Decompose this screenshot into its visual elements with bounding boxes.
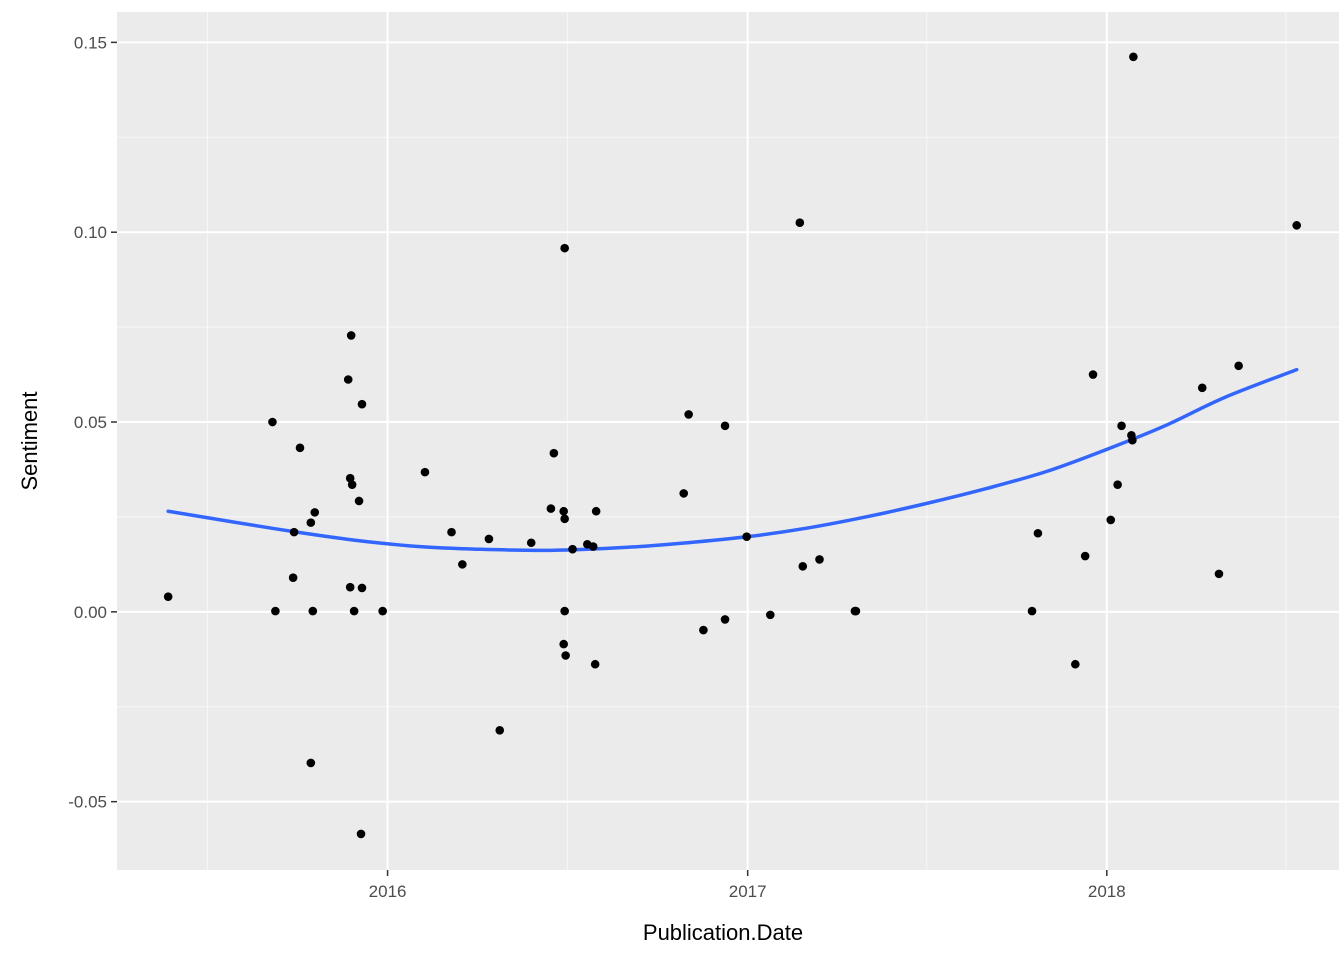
data-point — [1071, 659, 1080, 669]
data-point — [1117, 421, 1126, 431]
data-point — [549, 448, 559, 458]
data-point — [590, 659, 600, 669]
data-point — [288, 573, 298, 582]
data-point — [378, 606, 387, 616]
data-point — [1128, 435, 1137, 445]
data-point — [306, 518, 316, 527]
y-axis: -0.05 0.00 0.05 0.10 0.15 — [68, 33, 117, 812]
points-layer — [163, 52, 1301, 839]
data-point — [720, 421, 730, 431]
data-point — [484, 534, 494, 544]
data-point — [798, 561, 808, 571]
data-point — [559, 506, 568, 516]
data-point — [306, 758, 316, 768]
data-point — [720, 615, 730, 624]
data-point — [349, 606, 359, 616]
data-point — [1080, 551, 1090, 561]
data-point — [1027, 606, 1037, 616]
data-point — [310, 508, 320, 517]
x-axis-title: Publication.Date — [643, 920, 803, 945]
data-point — [343, 375, 353, 384]
data-point — [546, 504, 556, 513]
data-point — [1129, 52, 1138, 62]
y-tick-label: 0.05 — [74, 413, 107, 432]
data-point — [1088, 370, 1098, 379]
x-tick-label: 2018 — [1088, 882, 1126, 901]
data-point — [357, 583, 367, 593]
data-point — [560, 606, 569, 616]
data-point — [766, 610, 775, 620]
data-point — [356, 829, 366, 839]
y-tick-label: 0.00 — [74, 603, 107, 622]
data-point — [559, 639, 568, 649]
y-tick-label: 0.10 — [74, 223, 107, 242]
x-tick-label: 2016 — [369, 882, 407, 901]
x-tick-label: 2017 — [729, 882, 767, 901]
data-point — [163, 592, 173, 601]
data-point — [699, 625, 708, 635]
data-point — [345, 473, 355, 483]
data-point — [1214, 569, 1224, 579]
data-point — [815, 555, 824, 564]
data-point — [1113, 480, 1122, 489]
data-point — [591, 506, 601, 516]
data-point — [1033, 528, 1043, 538]
data-point — [1197, 383, 1207, 393]
data-point — [561, 651, 570, 660]
data-point — [795, 218, 805, 228]
minor-gridlines — [117, 12, 1339, 870]
data-point — [289, 527, 299, 537]
data-point — [347, 480, 357, 489]
y-tick-label: -0.05 — [68, 793, 107, 812]
data-point — [308, 606, 318, 616]
data-point — [447, 527, 456, 537]
major-gridlines — [117, 12, 1339, 870]
data-point — [1292, 221, 1301, 230]
y-tick-label: 0.15 — [74, 33, 107, 52]
data-point — [851, 606, 861, 616]
data-point — [346, 331, 356, 340]
data-point — [679, 489, 689, 498]
data-point — [271, 606, 280, 616]
data-point — [345, 582, 355, 592]
y-axis-title: Sentiment — [17, 391, 42, 490]
data-point — [526, 538, 536, 548]
data-point — [742, 532, 751, 541]
data-point — [1106, 515, 1116, 525]
x-axis: 2016 2017 2018 — [369, 870, 1126, 901]
data-point — [1234, 361, 1243, 371]
data-point — [354, 496, 364, 506]
data-point — [568, 544, 577, 554]
panel-background — [117, 12, 1339, 870]
data-point — [458, 560, 467, 569]
data-point — [684, 410, 693, 419]
data-point — [268, 417, 277, 427]
data-point — [560, 514, 569, 524]
data-point — [560, 243, 569, 253]
data-point — [588, 542, 598, 551]
data-point — [357, 399, 367, 409]
data-point — [420, 467, 430, 477]
data-point — [495, 725, 505, 735]
data-point — [295, 443, 305, 453]
